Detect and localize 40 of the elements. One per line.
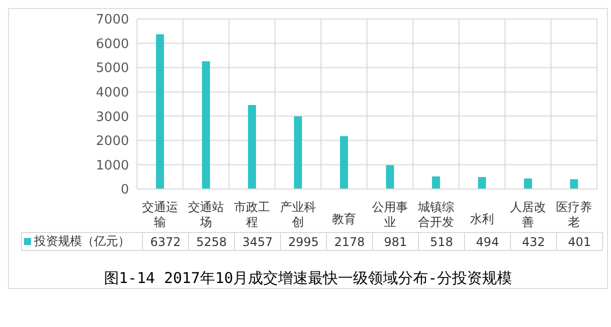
bar bbox=[570, 179, 578, 189]
text: 图1-14 2017年10月成交增速最快一级领域分布-分投资规模 bbox=[102, 269, 514, 288]
x-tick-label: 医疗养老 bbox=[556, 200, 592, 229]
bar bbox=[478, 177, 486, 189]
y-tick-label: 5000 bbox=[96, 61, 129, 76]
y-tick-label: 7000 bbox=[96, 12, 129, 28]
x-tick-label: 市政工程 bbox=[234, 200, 270, 229]
data-label: 401 bbox=[556, 232, 602, 250]
bar bbox=[340, 136, 348, 189]
bar bbox=[294, 116, 302, 189]
legend-label: 投资规模（亿元） bbox=[22, 232, 142, 250]
data-label: 518 bbox=[418, 232, 464, 250]
y-tick-label: 4000 bbox=[96, 85, 129, 100]
data-label: 2178 bbox=[326, 232, 372, 250]
bar bbox=[202, 61, 210, 189]
y-tick-label: 6000 bbox=[96, 36, 129, 52]
data-label: 2995 bbox=[280, 232, 326, 250]
bar bbox=[432, 176, 440, 189]
y-tick-label: 2000 bbox=[96, 134, 129, 150]
bar bbox=[156, 34, 164, 189]
data-label: 6372 bbox=[142, 232, 188, 250]
x-tick-label: 交通站场 bbox=[188, 200, 224, 229]
x-tick-label: 水利 bbox=[470, 212, 494, 226]
x-tick-label: 人居改善 bbox=[510, 200, 546, 229]
data-label: 5258 bbox=[188, 232, 234, 250]
bar bbox=[386, 165, 394, 189]
bar bbox=[524, 178, 532, 189]
x-tick-label: 产业科创 bbox=[280, 200, 316, 229]
data-label: 494 bbox=[464, 232, 510, 250]
data-label: 981 bbox=[372, 232, 418, 250]
x-tick-label: 公用事业 bbox=[372, 200, 408, 229]
y-tick-label: 1000 bbox=[96, 158, 129, 174]
bar bbox=[248, 105, 256, 189]
x-tick-label: 城镇综合开发 bbox=[417, 200, 454, 229]
x-tick-label: 教育 bbox=[332, 212, 356, 226]
y-tick-label: 0 bbox=[120, 182, 129, 198]
data-label: 432 bbox=[510, 232, 556, 250]
x-tick-label: 交通运输 bbox=[142, 200, 178, 229]
data-label: 3457 bbox=[234, 232, 280, 250]
y-tick-label: 3000 bbox=[96, 110, 129, 125]
